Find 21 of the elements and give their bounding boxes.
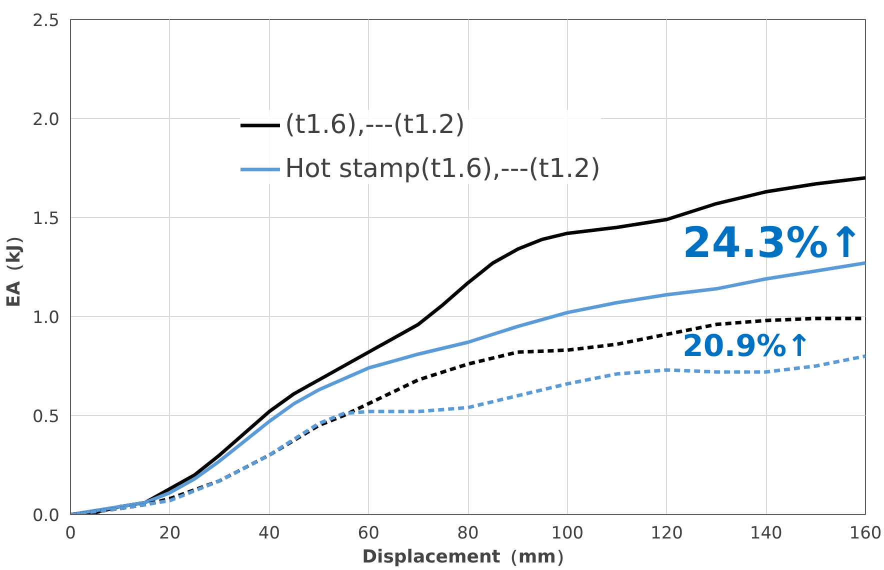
x-tick-label: 40 — [258, 524, 280, 544]
x-tick-label: 120 — [650, 524, 683, 544]
annotation: 20.9%↑ — [682, 329, 812, 364]
y-tick-label: 2.0 — [32, 110, 60, 130]
y-tick-label: 1.0 — [32, 308, 60, 328]
y-tick-label: 0.0 — [32, 506, 60, 526]
x-tick-label: 80 — [457, 524, 479, 544]
y-tick-label: 2.5 — [32, 11, 60, 31]
y-tick-label: 1.5 — [32, 209, 60, 229]
legend-label: Hot stamp(t1.6),---(t1.2) — [285, 154, 600, 184]
x-tick-label: 100 — [551, 524, 584, 544]
x-tick-label: 60 — [358, 524, 380, 544]
y-axis-title: EA（kJ） — [3, 226, 24, 308]
x-tick-label: 140 — [750, 524, 782, 544]
y-tick-label: 0.5 — [32, 407, 60, 427]
x-tick-label: 20 — [159, 524, 181, 544]
x-tick-label: 160 — [849, 524, 882, 544]
x-tick-label: 0 — [65, 524, 76, 544]
x-axis-title: Displacement（mm） — [362, 546, 574, 568]
legend-label: (t1.6),---(t1.2) — [285, 110, 466, 140]
annotation: 24.3%↑ — [682, 218, 864, 267]
